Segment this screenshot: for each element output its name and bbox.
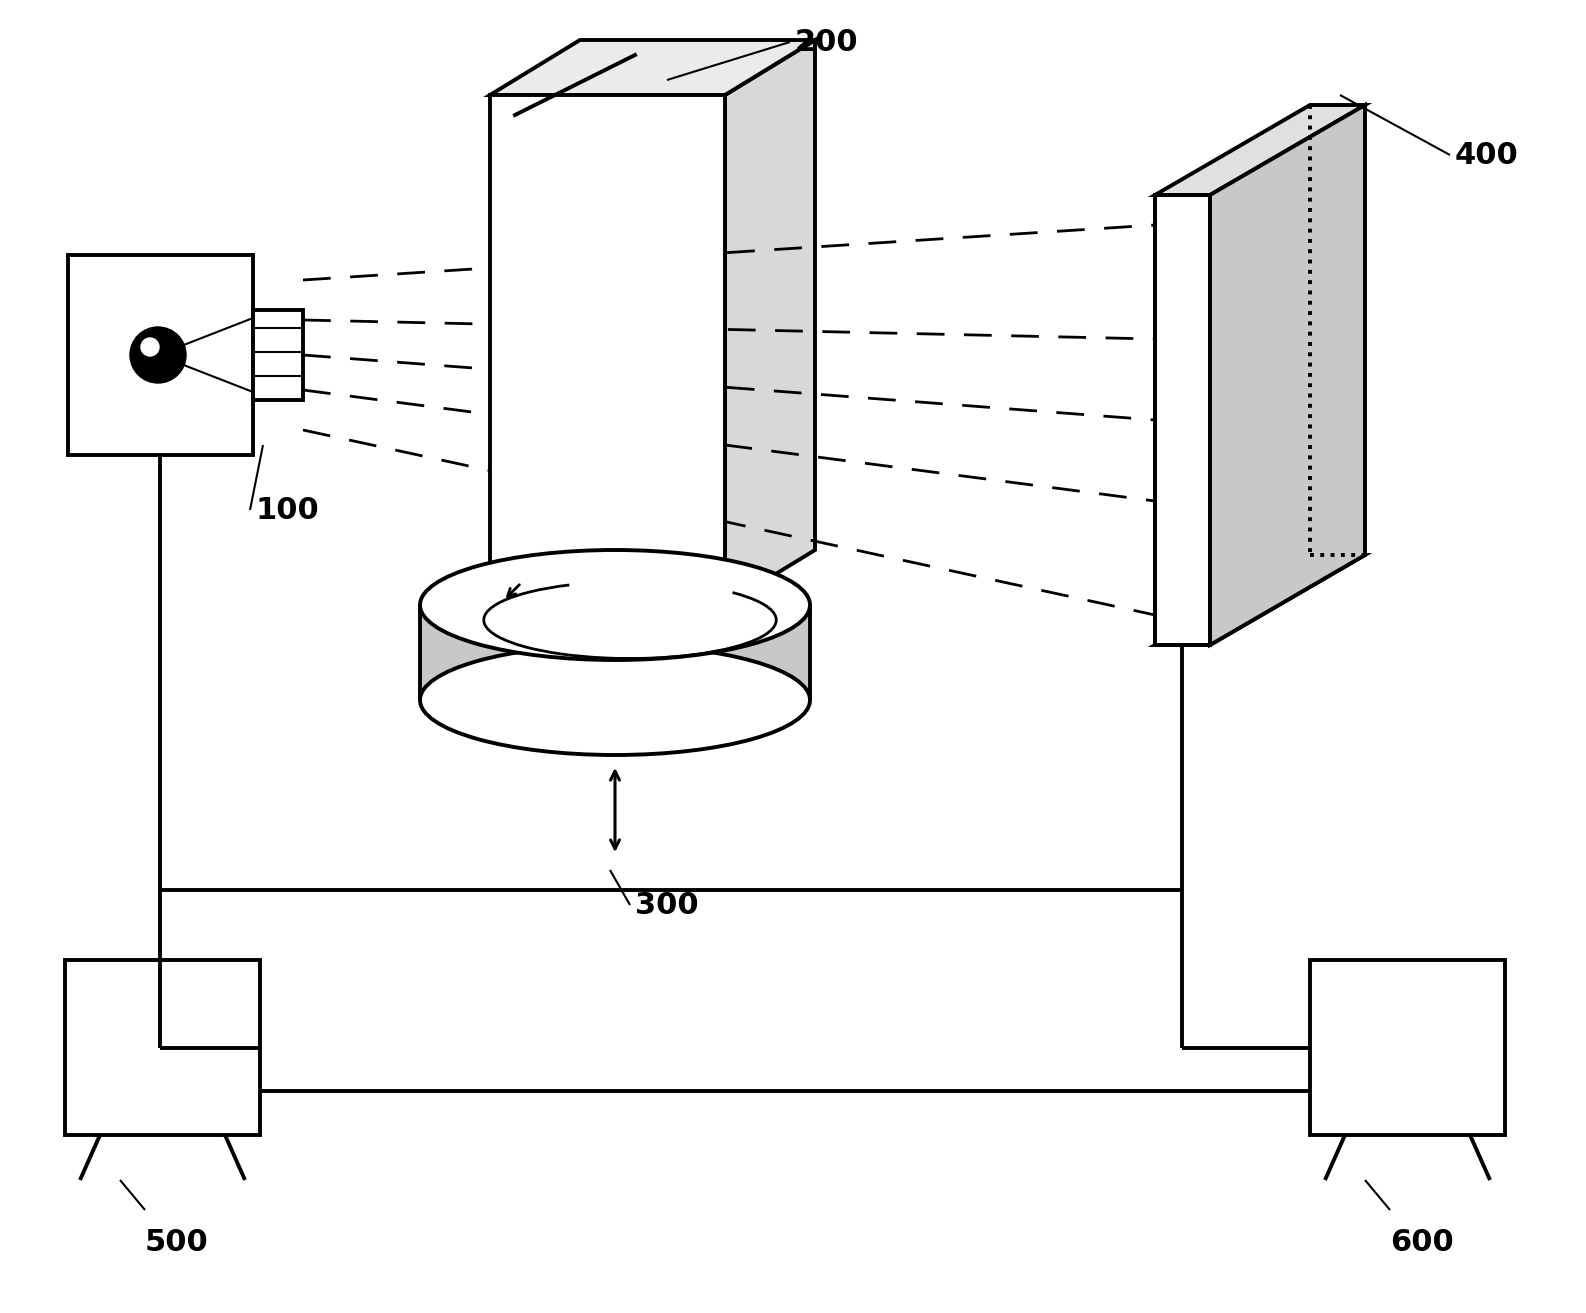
Text: 500: 500 [144, 1228, 209, 1257]
Ellipse shape [420, 645, 810, 755]
Ellipse shape [420, 550, 810, 660]
Polygon shape [1210, 105, 1366, 645]
Text: 100: 100 [255, 495, 319, 524]
Polygon shape [1155, 555, 1366, 645]
Circle shape [130, 327, 186, 383]
Polygon shape [254, 310, 303, 400]
Text: 400: 400 [1454, 140, 1519, 169]
Polygon shape [490, 39, 815, 95]
Text: 300: 300 [634, 890, 698, 919]
Text: 600: 600 [1389, 1228, 1454, 1257]
Bar [420, 605, 810, 700]
Polygon shape [68, 255, 254, 456]
Polygon shape [1310, 960, 1505, 1134]
Text: 200: 200 [795, 28, 858, 56]
Polygon shape [65, 960, 260, 1134]
Polygon shape [725, 39, 815, 605]
Polygon shape [1155, 105, 1366, 196]
Circle shape [141, 337, 159, 356]
Polygon shape [490, 95, 725, 605]
Polygon shape [1155, 196, 1210, 645]
